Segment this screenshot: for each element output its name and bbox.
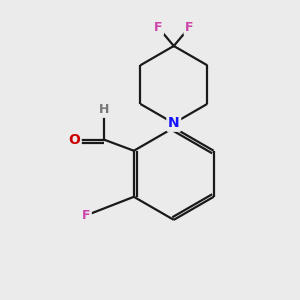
- Text: O: O: [68, 133, 80, 147]
- Text: F: F: [82, 209, 90, 222]
- Text: N: N: [168, 116, 180, 130]
- Text: H: H: [99, 103, 109, 116]
- Text: F: F: [154, 21, 163, 34]
- Text: F: F: [185, 21, 194, 34]
